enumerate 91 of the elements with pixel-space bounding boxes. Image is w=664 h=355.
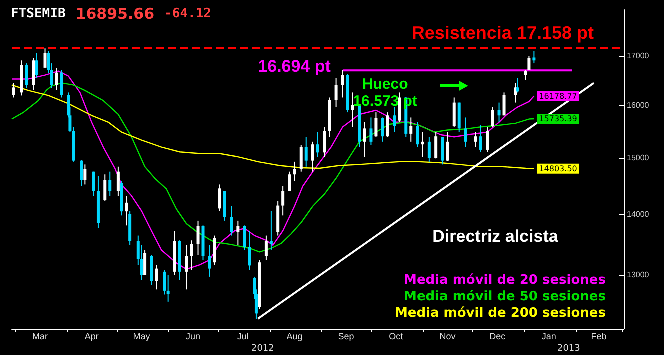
chart-title: FTSEMIB 16895.66 -64.12 — [11, 5, 212, 23]
candlestick — [363, 122, 366, 158]
candlestick — [516, 78, 520, 94]
candlestick — [421, 132, 424, 158]
candlestick — [312, 141, 315, 172]
candlestick — [218, 184, 222, 212]
candlestick — [410, 117, 413, 142]
data-label: 15735.39 — [539, 114, 578, 124]
candlestick — [248, 230, 252, 271]
candlestick — [316, 132, 320, 158]
annotation: 16.694 pt — [258, 57, 332, 76]
candlestick — [434, 132, 438, 160]
x-tick-label: Jun — [186, 332, 201, 342]
candlestick — [44, 48, 47, 69]
candlestick — [116, 166, 120, 197]
candlestick — [25, 63, 28, 89]
candlestick — [381, 117, 384, 142]
x-tick-label: Nov — [440, 332, 456, 342]
x-tick-label: May — [133, 332, 151, 342]
candlestick — [428, 136, 431, 162]
y-tick-label: 17000 — [627, 51, 650, 60]
candlestick — [104, 174, 107, 202]
candlestick — [416, 122, 420, 148]
candlestick — [479, 125, 482, 153]
candlestick — [84, 164, 87, 186]
candlestick — [528, 56, 531, 71]
candlestick — [92, 171, 95, 197]
candlestick — [304, 136, 308, 168]
candlestick — [60, 70, 64, 98]
candlestick — [288, 171, 292, 192]
candlestick — [125, 196, 128, 226]
candlestick — [80, 160, 84, 187]
candlestick — [243, 225, 246, 251]
candlestick — [196, 220, 200, 256]
candlestick — [264, 235, 268, 261]
candlestick — [464, 117, 468, 148]
x-tick-label: Sep — [338, 332, 354, 342]
candlestick — [208, 244, 212, 278]
candlestick — [108, 171, 112, 197]
candlestick — [452, 97, 456, 128]
candlestick — [12, 82, 16, 98]
data-label: 16178.77 — [539, 92, 578, 101]
candlestick — [386, 112, 390, 138]
ref-line-label: Resistencia 17.158 pt — [412, 23, 594, 44]
x-tick-label: Jul — [237, 332, 249, 342]
y-tick-label: 16000 — [627, 100, 650, 110]
candlestick — [370, 117, 373, 146]
x-tick-label: Oct — [389, 332, 404, 342]
candlestick — [334, 78, 338, 108]
candlestick — [323, 126, 326, 158]
x-tick-label: Mar — [32, 332, 48, 342]
candlestick — [190, 240, 194, 271]
text: 2012 — [251, 344, 274, 354]
candlestick — [230, 206, 234, 236]
x-tick-label: Feb — [591, 332, 607, 342]
candlestick — [474, 132, 478, 148]
candlestick — [185, 244, 188, 290]
candlestick — [293, 161, 296, 182]
candlestick — [502, 92, 506, 116]
candlestick — [144, 250, 147, 276]
text: Media móvil de 20 sesiones — [404, 273, 606, 288]
candlestick — [270, 210, 273, 251]
candlestick — [532, 50, 536, 64]
text: Media móvil de 200 sesiones — [394, 306, 606, 321]
candlestick — [374, 112, 378, 138]
candlestick — [351, 92, 354, 128]
x-tick-label: Aug — [286, 332, 303, 342]
candlestick — [446, 132, 450, 162]
candlestick — [524, 70, 528, 81]
x-tick-label: Dec — [490, 332, 506, 342]
data-label: 14803.50 — [539, 164, 578, 174]
candlestick — [491, 106, 494, 128]
candlestick — [55, 68, 58, 91]
candlestick — [341, 70, 344, 98]
candlestick — [35, 52, 38, 79]
y-tick-label: 15000 — [627, 154, 650, 163]
text: 2013 — [557, 344, 580, 354]
x-tick-label: Apr — [84, 332, 99, 342]
candlestick — [486, 126, 490, 153]
candlestick — [236, 220, 240, 246]
y-tick-label: 13000 — [627, 270, 650, 280]
y-tick-label: 14000 — [627, 210, 650, 220]
annotation: Directriz alcista — [432, 226, 559, 246]
candlestick — [498, 102, 501, 123]
candlestick — [300, 144, 303, 172]
candlestick — [155, 264, 158, 290]
x-tick-label: Jan — [542, 332, 556, 342]
candlestick — [441, 136, 444, 166]
text: Media móvil de 50 sesiones — [404, 290, 606, 304]
candlestick — [393, 106, 396, 133]
candlestick — [282, 186, 285, 216]
